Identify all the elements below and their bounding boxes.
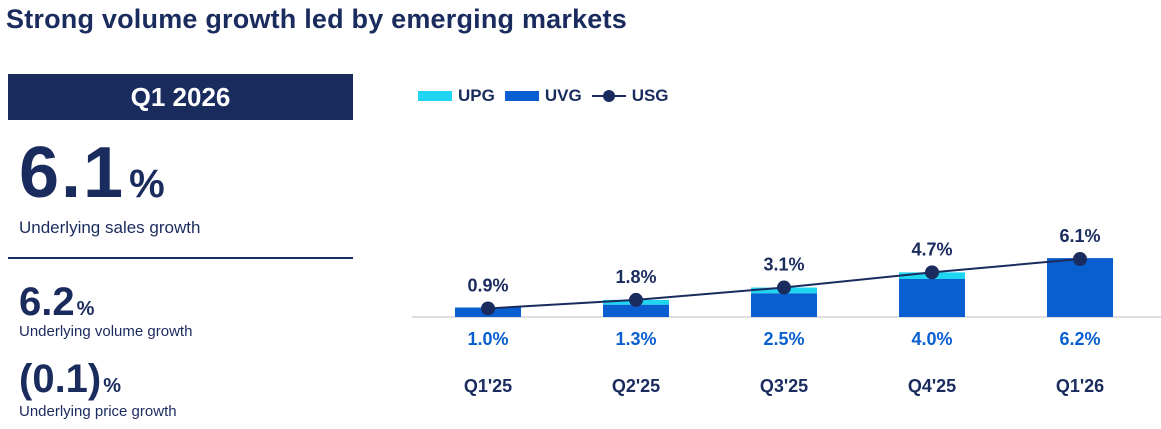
chart-legend: UPG UVG USG <box>418 86 669 106</box>
usg-line-marker-icon <box>591 90 626 102</box>
uvg-data-label: 1.0% <box>467 329 508 349</box>
page-title: Strong volume growth led by emerging mar… <box>6 4 627 34</box>
legend-label-uvg: UVG <box>544 86 582 105</box>
kpi-divider <box>8 257 353 259</box>
legend-label-usg: USG <box>631 86 669 105</box>
legend-item-usg: USG <box>591 86 669 106</box>
uvg-data-label: 1.3% <box>615 329 656 349</box>
uvg-data-label: 4.0% <box>911 329 952 349</box>
sales-growth-unit: % <box>129 162 165 206</box>
usg-data-label: 6.1% <box>1059 226 1100 246</box>
usg-data-label: 0.9% <box>467 275 508 295</box>
uvg-swatch-icon <box>504 91 539 101</box>
uvg-bar <box>899 279 965 317</box>
x-tick-label: Q2'25 <box>612 376 660 396</box>
usg-point <box>925 265 939 280</box>
usg-point <box>629 292 643 307</box>
uvg-bar <box>751 293 817 317</box>
price-growth-kpi: (0.1)% <box>19 359 121 399</box>
usg-data-label: 4.7% <box>911 239 952 259</box>
usg-point <box>481 301 495 316</box>
sales-growth-value: 6.1 <box>19 133 126 213</box>
usg-data-label: 3.1% <box>763 255 804 275</box>
volume-growth-value: 6.2 <box>19 280 75 324</box>
volume-growth-label: Underlying volume growth <box>19 323 193 340</box>
x-tick-label: Q4'25 <box>908 376 956 396</box>
sales-growth-label: Underlying sales growth <box>19 218 201 237</box>
x-tick-label: Q1'26 <box>1056 376 1104 396</box>
uvg-bar <box>1047 258 1113 317</box>
upg-swatch-icon <box>418 91 452 101</box>
legend-label-upg: UPG <box>458 86 495 105</box>
legend-item-uvg: UVG <box>504 86 582 106</box>
uvg-data-label: 6.2% <box>1059 329 1100 349</box>
usg-data-label: 1.8% <box>615 267 656 287</box>
uvg-bar <box>603 304 669 317</box>
price-growth-label: Underlying price growth <box>19 403 177 420</box>
x-tick-label: Q3'25 <box>760 376 808 396</box>
uvg-data-label: 2.5% <box>763 329 804 349</box>
price-growth-value: (0.1) <box>19 357 102 401</box>
volume-growth-kpi: 6.2% <box>19 282 94 322</box>
period-header: Q1 2026 <box>8 74 353 120</box>
volume-growth-unit: % <box>76 298 95 320</box>
legend-item-upg: UPG <box>418 86 495 106</box>
sales-growth-kpi: 6.1% <box>19 137 165 209</box>
x-tick-label: Q1'25 <box>464 376 512 396</box>
usg-point <box>777 280 791 295</box>
usg-point <box>1073 252 1087 267</box>
price-growth-unit: % <box>103 375 122 397</box>
kpi-panel: Q1 2026 6.1% Underlying sales growth 6.2… <box>8 74 353 420</box>
